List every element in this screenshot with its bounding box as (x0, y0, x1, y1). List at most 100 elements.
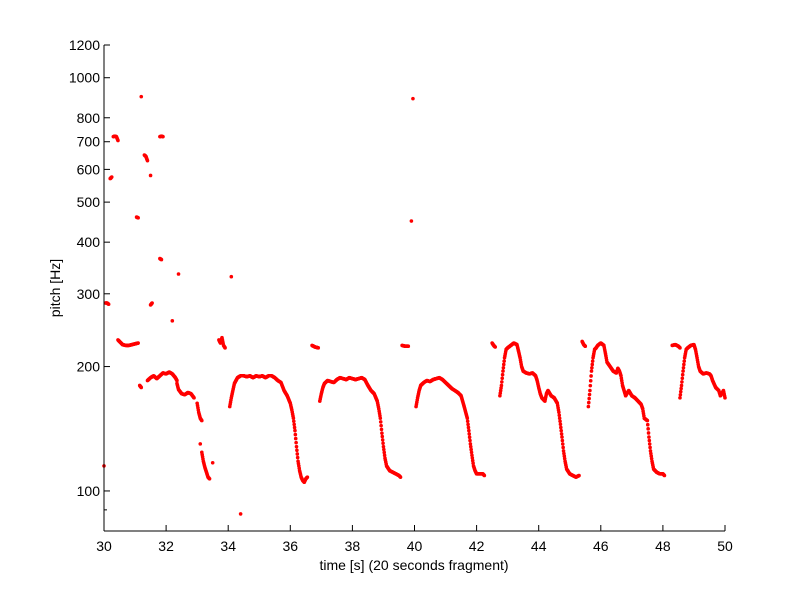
pitch-point (139, 385, 144, 390)
pitch-point (557, 413, 562, 418)
pitch-point (560, 438, 565, 443)
data-points (102, 94, 727, 516)
pitch-point (292, 425, 297, 430)
pitch-point (679, 386, 683, 391)
pitch-point (502, 359, 506, 363)
pitch-point (465, 419, 470, 424)
pitch-point (291, 419, 296, 424)
pitch-point (470, 458, 475, 463)
pitch-point (380, 434, 385, 439)
y-tick-label: 1000 (69, 70, 100, 86)
x-tick-label: 36 (283, 538, 299, 554)
pitch-point (470, 453, 474, 458)
pitch-point (501, 369, 505, 373)
pitch-point (148, 173, 153, 178)
pitch-point (381, 444, 386, 449)
x-tick-label: 42 (469, 538, 485, 554)
x-tick-label: 38 (345, 538, 361, 554)
y-tick-label: 300 (77, 286, 101, 302)
pitch-point (468, 438, 472, 443)
pitch-point (106, 302, 111, 307)
pitch-point (678, 346, 682, 350)
pitch-point (587, 396, 591, 401)
pitch-point (590, 362, 595, 367)
pitch-point (682, 359, 687, 363)
pitch-point (293, 432, 298, 437)
pitch-point (645, 418, 650, 423)
pitch-point (590, 365, 594, 370)
pitch-point (161, 134, 165, 139)
pitch-point (207, 477, 212, 481)
x-tick-label: 48 (655, 538, 671, 554)
y-tick-label: 200 (77, 359, 101, 375)
pitch-point (145, 158, 150, 163)
pitch-point (229, 274, 234, 279)
pitch-point (378, 416, 383, 420)
pitch-point (223, 346, 227, 350)
pitch-point (468, 442, 473, 446)
pitch-point (136, 341, 140, 345)
pitch-point (467, 435, 472, 440)
pitch-point (558, 419, 562, 424)
pitch-point (136, 216, 140, 220)
pitch-point (469, 447, 473, 452)
pitch-point (647, 435, 651, 439)
pitch-point (648, 445, 652, 450)
pitch-point (577, 473, 581, 478)
pitch-point (380, 438, 385, 442)
pitch-point (646, 427, 650, 431)
pitch-point (560, 435, 564, 439)
y-axis-label: pitch [Hz] (47, 259, 63, 317)
pitch-point (680, 372, 685, 377)
x-tick-label: 50 (717, 538, 733, 554)
pitch-point (681, 365, 686, 370)
pitch-point (723, 396, 727, 400)
pitch-point (192, 396, 196, 400)
pitch-point (500, 380, 504, 384)
x-tick-label: 40 (407, 538, 423, 554)
pitch-point (398, 475, 403, 479)
pitch-point (380, 431, 384, 435)
y-tick-label: 100 (77, 483, 101, 499)
y-tick-label: 600 (77, 161, 101, 177)
pitch-point (587, 392, 592, 397)
pitch-point (379, 427, 384, 432)
pitch-point (291, 416, 296, 420)
pitch-point (293, 436, 298, 441)
pitch-point (382, 447, 386, 452)
pitch-point (150, 301, 154, 305)
pitch-point (471, 461, 475, 466)
pitch-point (662, 473, 667, 478)
pitch-point (295, 455, 300, 460)
pitch-point (589, 374, 593, 378)
y-tick-label: 400 (77, 234, 101, 250)
pitch-point (295, 452, 300, 456)
pitch-point (379, 423, 383, 428)
pitch-point (560, 442, 565, 446)
pitch-point (295, 448, 299, 453)
pitch-point (465, 416, 470, 420)
pitch-point (500, 376, 505, 381)
pitch-point (682, 362, 686, 367)
pitch-point (378, 420, 383, 424)
pitch-point (681, 369, 685, 373)
pitch-point (586, 400, 591, 405)
pitch-point (198, 442, 203, 446)
pitch-point (588, 383, 593, 388)
pitch-point (559, 432, 564, 436)
pitch-point (467, 432, 472, 436)
pitch-point (175, 378, 179, 383)
pitch-point (501, 362, 506, 367)
pitch-point (557, 410, 561, 415)
pitch-point (293, 428, 297, 433)
pitch-point (467, 428, 471, 433)
y-tick-label: 1200 (69, 37, 100, 53)
pitch-point (561, 445, 565, 450)
pitch-point (409, 219, 414, 223)
pitch-point (482, 473, 487, 478)
pitch-point (678, 396, 682, 400)
pitch-point (468, 444, 473, 449)
pitch-point (646, 431, 651, 435)
